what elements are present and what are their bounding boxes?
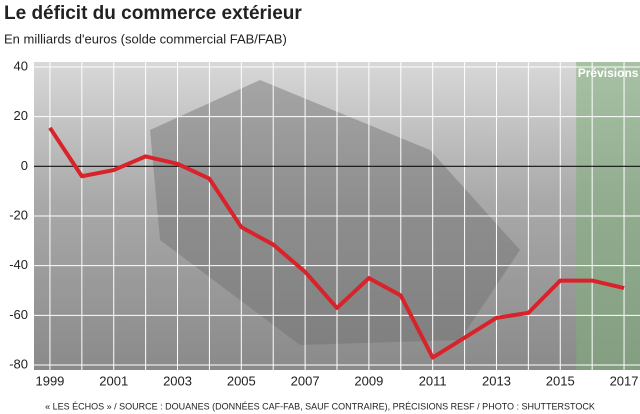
x-tick-label: 2003 (163, 373, 192, 388)
x-tick-label: 2007 (291, 373, 320, 388)
x-tick-label: 2017 (610, 373, 639, 388)
y-tick-label: 20 (14, 108, 28, 123)
x-tick-label: 2009 (354, 373, 383, 388)
x-tick-label: 2005 (227, 373, 256, 388)
y-tick-label: -60 (9, 307, 28, 322)
x-tick-label: 2015 (546, 373, 575, 388)
y-tick-label: -80 (9, 356, 28, 371)
x-tick-label: 2013 (482, 373, 511, 388)
y-tick-label: -40 (9, 257, 28, 272)
y-tick-label: 0 (21, 158, 28, 173)
y-tick-label: -20 (9, 207, 28, 222)
x-tick-label: 1999 (35, 373, 64, 388)
forecast-label: Prévisions (578, 66, 639, 80)
chart-title: Le déficit du commerce extérieur (4, 3, 302, 24)
source-note: « LES ÉCHOS » / SOURCE : DOUANES (DONNÉE… (45, 401, 595, 411)
chart-subtitle: En milliards d'euros (solde commercial F… (4, 31, 287, 46)
data-line (48, 126, 625, 360)
y-tick-label: 40 (14, 58, 28, 73)
x-tick-label: 2011 (419, 373, 447, 388)
ship-silhouette (150, 80, 520, 345)
x-tick-label: 2001 (99, 373, 128, 388)
